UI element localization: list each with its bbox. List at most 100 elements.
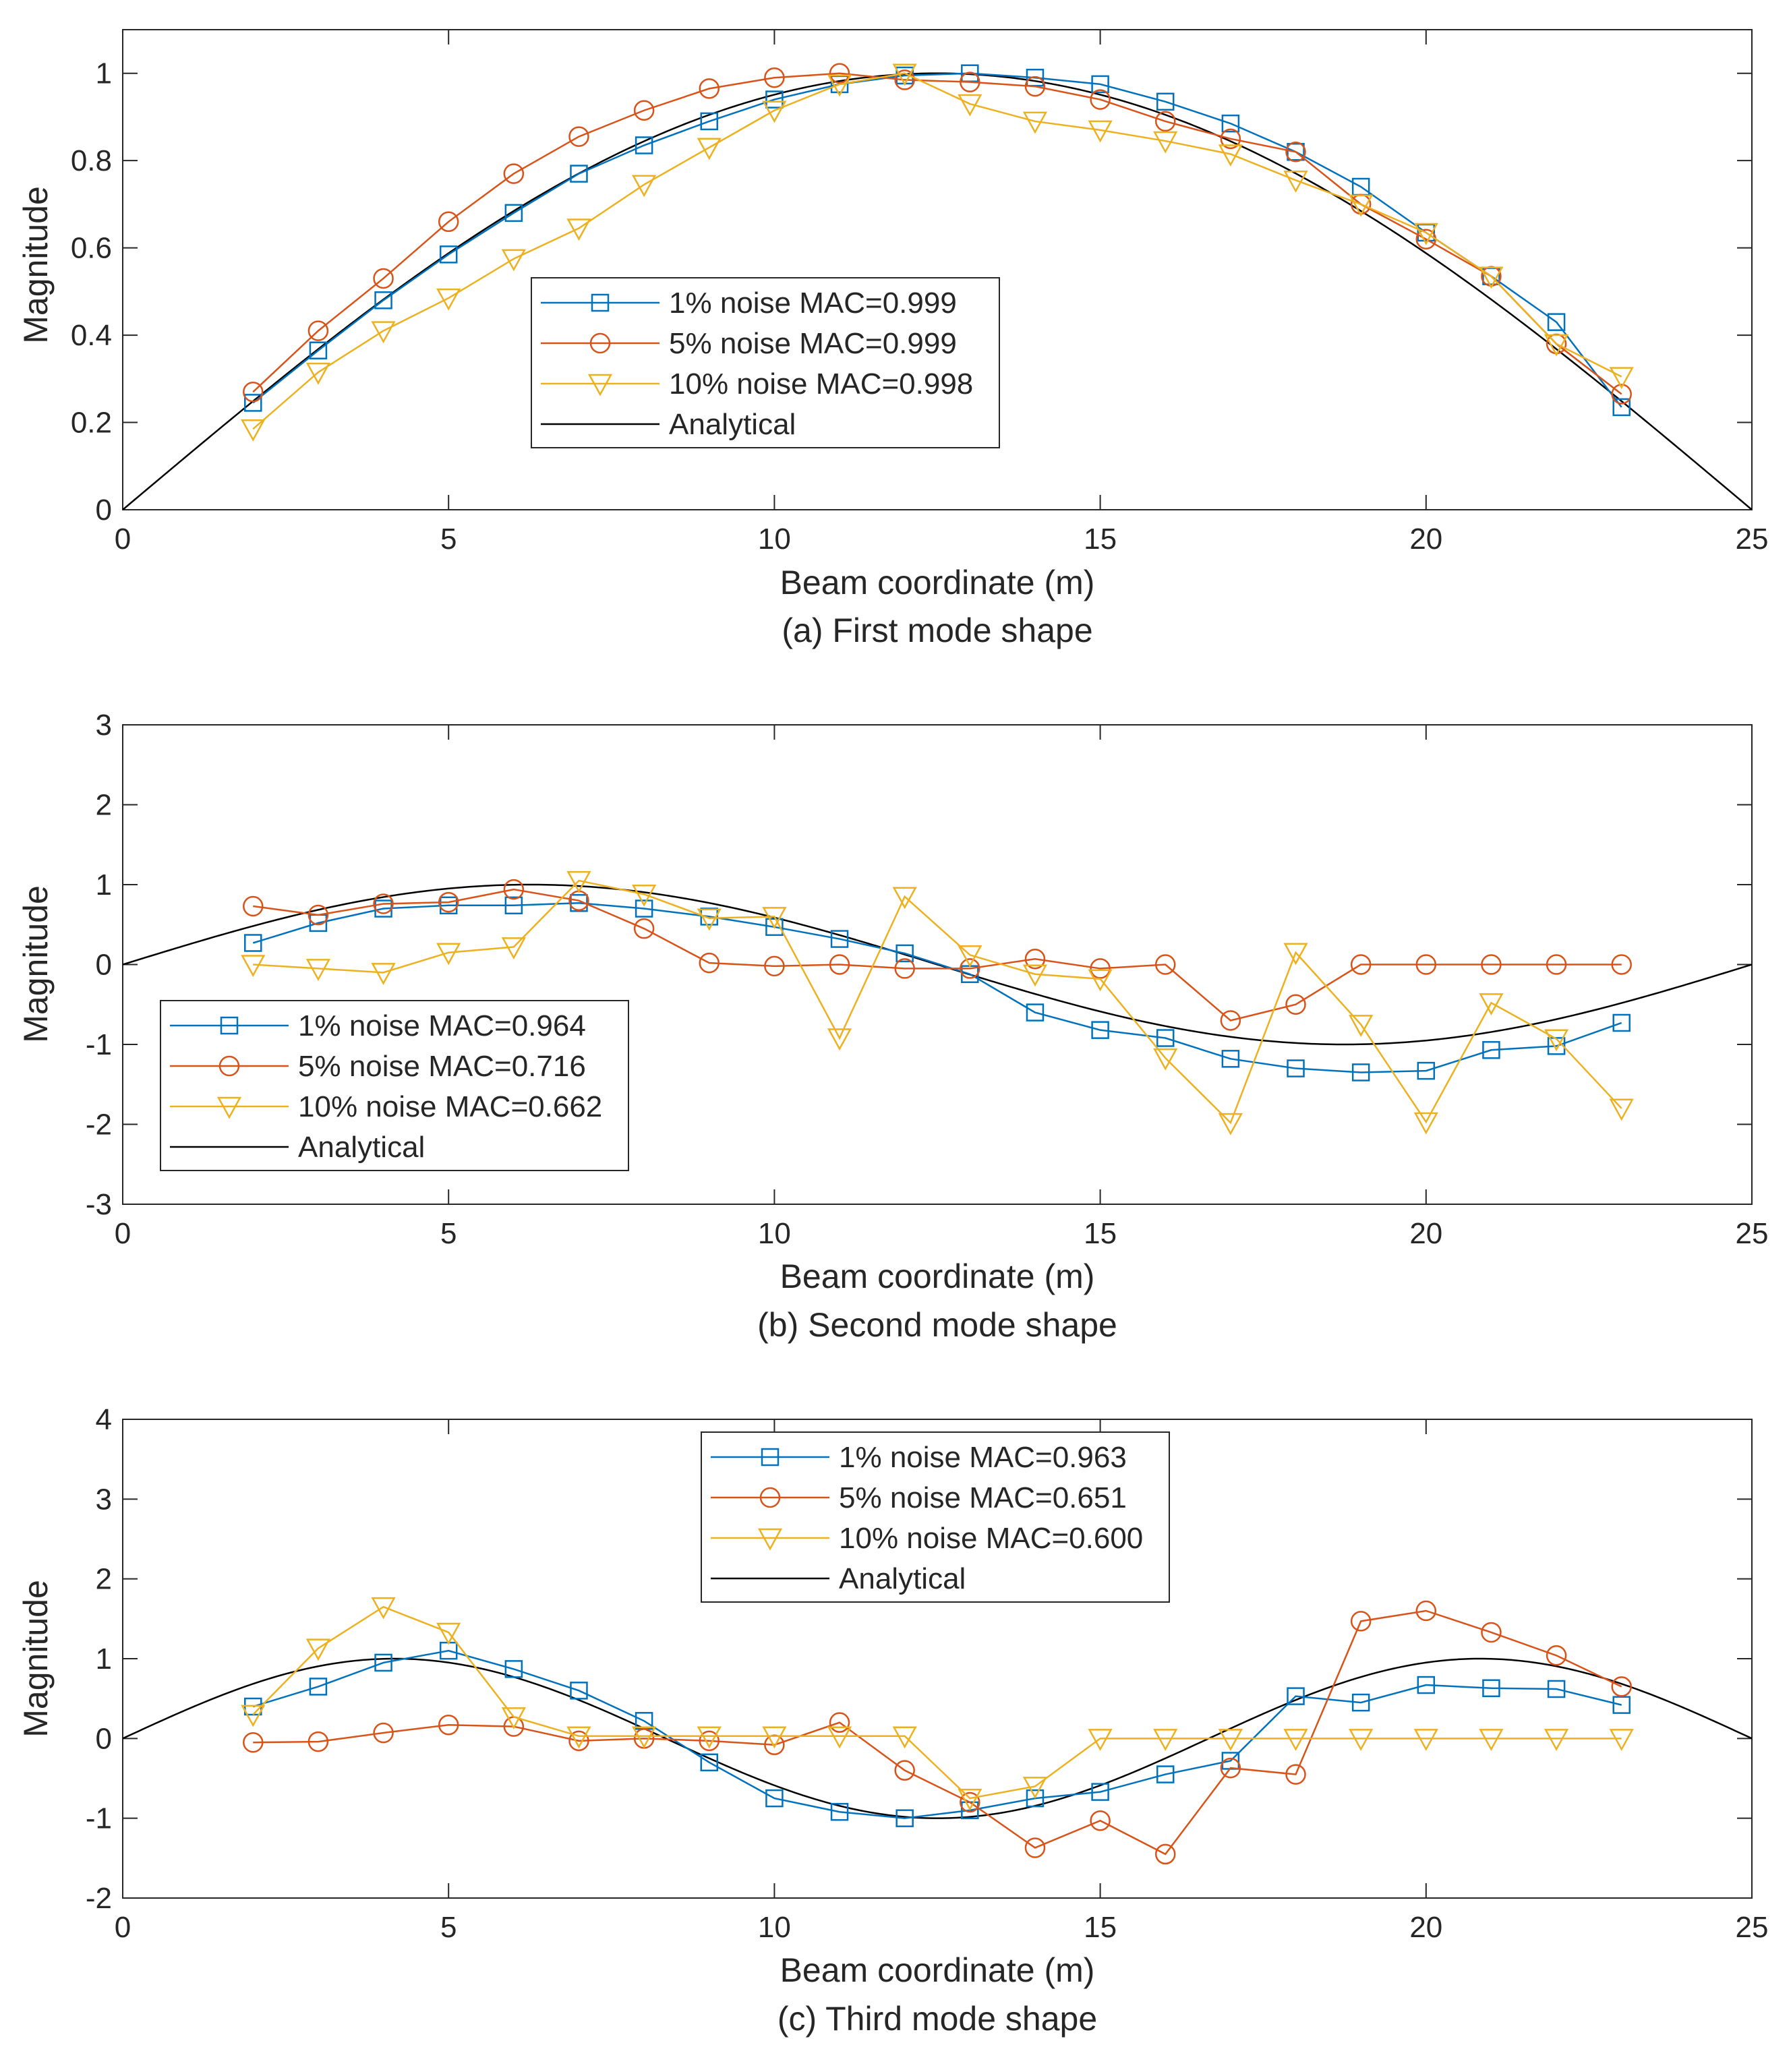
series-3 bbox=[241, 63, 1634, 442]
data-point bbox=[896, 944, 914, 963]
data-point bbox=[827, 74, 852, 97]
data-point bbox=[504, 896, 523, 915]
x-tick-label: 25 bbox=[1736, 1217, 1769, 1250]
data-point bbox=[1090, 958, 1111, 979]
y-tick-label: 3 bbox=[96, 709, 112, 742]
data-point bbox=[1349, 1015, 1374, 1037]
series-line bbox=[252, 72, 1622, 430]
data-point bbox=[570, 1682, 588, 1700]
data-point bbox=[1022, 964, 1048, 987]
x-tick-label: 5 bbox=[440, 1911, 457, 1944]
data-point bbox=[1609, 367, 1634, 390]
data-point bbox=[438, 891, 459, 913]
data-point bbox=[307, 320, 329, 341]
series-line bbox=[253, 888, 1622, 1022]
data-point bbox=[699, 1730, 720, 1752]
series-line bbox=[253, 1609, 1622, 1856]
legend-box bbox=[531, 277, 1000, 448]
data-point bbox=[243, 381, 264, 403]
series-line bbox=[253, 879, 1622, 1125]
x-tick-label: 0 bbox=[115, 1217, 131, 1250]
data-point bbox=[307, 904, 329, 926]
series-line-analytical bbox=[123, 1657, 1752, 1819]
data-point bbox=[1220, 128, 1241, 150]
data-point bbox=[1153, 131, 1178, 154]
legend-entry: 10% noise MAC=0.600 bbox=[839, 1522, 1143, 1555]
data-point bbox=[958, 94, 982, 117]
data-point bbox=[765, 1789, 784, 1808]
data-point bbox=[1022, 1777, 1048, 1799]
data-point bbox=[1221, 1050, 1240, 1068]
series-3 bbox=[241, 870, 1634, 1135]
data-point bbox=[504, 204, 523, 223]
y-tick-label: 0.4 bbox=[71, 319, 112, 352]
x-tick-label: 10 bbox=[758, 523, 791, 556]
series-2 bbox=[243, 879, 1632, 1031]
y-axis-label: Magnitude bbox=[17, 186, 55, 344]
y-tick-label: 1 bbox=[96, 1642, 112, 1676]
data-point bbox=[633, 918, 655, 939]
data-point bbox=[1351, 1693, 1370, 1712]
data-point bbox=[243, 895, 264, 917]
data-point bbox=[1609, 1729, 1634, 1751]
data-point bbox=[960, 71, 980, 92]
x-tick-label: 0 bbox=[115, 1911, 131, 1944]
data-point bbox=[827, 1028, 852, 1051]
data-point bbox=[829, 63, 850, 84]
data-point bbox=[894, 69, 915, 90]
y-tick-label: 0 bbox=[96, 949, 112, 982]
data-point bbox=[1349, 194, 1374, 217]
x-tick-label: 5 bbox=[440, 1217, 457, 1250]
data-point bbox=[1482, 1679, 1500, 1698]
y-tick-label: 3 bbox=[96, 1483, 112, 1516]
data-point bbox=[1218, 144, 1243, 167]
data-point bbox=[1218, 1729, 1243, 1751]
data-point bbox=[568, 126, 589, 147]
data-point bbox=[765, 918, 784, 937]
data-point bbox=[892, 887, 917, 910]
data-point bbox=[894, 1760, 915, 1781]
data-point bbox=[1417, 1676, 1436, 1694]
x-tick-label: 5 bbox=[440, 523, 457, 556]
legend-marker bbox=[587, 374, 613, 396]
y-tick-label: 1 bbox=[96, 57, 112, 90]
data-point bbox=[1612, 1013, 1631, 1032]
x-tick-label: 20 bbox=[1409, 523, 1442, 556]
data-point bbox=[1481, 1622, 1502, 1643]
data-point bbox=[1546, 954, 1567, 975]
data-point bbox=[1413, 223, 1438, 245]
data-point bbox=[1546, 1645, 1567, 1666]
series-line bbox=[252, 72, 1622, 395]
x-tick-label: 25 bbox=[1736, 1911, 1769, 1944]
x-axis-label: Beam coordinate (m) bbox=[780, 1951, 1095, 1989]
data-point bbox=[1088, 1729, 1113, 1751]
x-axis-label: Beam coordinate (m) bbox=[780, 564, 1095, 601]
data-point bbox=[503, 879, 525, 900]
data-point bbox=[762, 1726, 787, 1749]
series-line bbox=[252, 902, 1622, 1073]
legend-marker bbox=[218, 1055, 240, 1077]
legend-marker bbox=[759, 1487, 781, 1508]
series-line bbox=[252, 1605, 1622, 1800]
data-point bbox=[371, 963, 396, 985]
data-point bbox=[438, 1714, 459, 1736]
legend-entry: Analytical bbox=[298, 1131, 425, 1164]
data-point bbox=[1154, 954, 1176, 975]
data-point bbox=[1024, 76, 1046, 97]
data-point bbox=[1479, 266, 1504, 289]
data-point bbox=[241, 1705, 266, 1727]
data-point bbox=[1479, 993, 1504, 1015]
data-point bbox=[958, 945, 982, 968]
data-point bbox=[1091, 1783, 1109, 1801]
x-tick-label: 10 bbox=[758, 1217, 791, 1250]
series-3 bbox=[241, 1597, 1634, 1811]
data-point bbox=[1547, 313, 1566, 331]
data-point bbox=[309, 341, 328, 359]
legend-marker bbox=[757, 1528, 783, 1551]
y-tick-label: 0.8 bbox=[71, 144, 112, 177]
data-point bbox=[1350, 1611, 1372, 1632]
y-tick-label: -2 bbox=[86, 1108, 112, 1142]
data-point bbox=[503, 163, 525, 184]
data-point bbox=[827, 1726, 852, 1749]
